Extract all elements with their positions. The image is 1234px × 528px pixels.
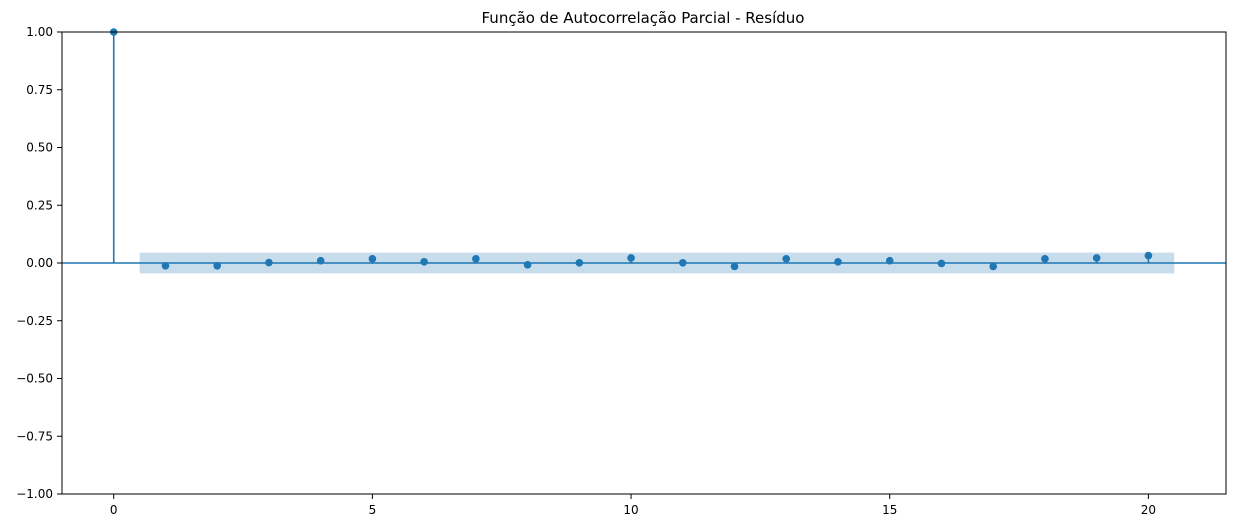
stem-marker-lag-5: [368, 255, 377, 263]
stem-marker-lag-17: [989, 262, 997, 271]
stem-marker-lag-14: [834, 258, 842, 266]
x-tick-label: 20: [1141, 503, 1156, 517]
stem-marker-lag-12: [730, 262, 739, 271]
stem-marker-lag-19: [1092, 254, 1101, 262]
y-tick-label: 1.00: [26, 25, 53, 39]
stem-marker-lag-6: [420, 258, 428, 266]
stem-marker-lag-15: [885, 256, 894, 265]
plot-frame: [61, 31, 1227, 495]
y-tick-label: −0.25: [16, 314, 53, 328]
axis-layer: 0 5 10 15 20 1.00 0.75 0.50 0.25 0.00 −0.25 −0.50 −0…: [16, 25, 1156, 517]
stem-marker-lag-10: [627, 254, 635, 262]
stem-marker-lag-9: [575, 258, 584, 267]
stem-marker-lag-4: [316, 256, 325, 265]
y-tick-label: −0.75: [16, 429, 53, 443]
x-tick-label: 0: [110, 503, 118, 517]
x-tick-label: 10: [623, 503, 638, 517]
stem-marker-lag-8: [523, 261, 532, 269]
stem-marker-lag-1: [161, 261, 170, 270]
stem-layer: [62, 28, 1226, 271]
stem-marker-lag-3: [265, 258, 273, 267]
x-tick-label: 15: [882, 503, 897, 517]
x-tick-label: 5: [369, 503, 377, 517]
y-tick-label: −1.00: [16, 487, 53, 501]
stem-marker-lag-11: [679, 258, 687, 267]
stem-marker-lag-18: [1041, 255, 1049, 263]
chart-title: Função de Autocorrelação Parcial - Resíd…: [482, 9, 805, 27]
y-tick-label: 0.75: [26, 83, 53, 97]
stem-marker-lag-20: [1144, 251, 1153, 260]
stem-marker-lag-2: [213, 261, 221, 270]
y-tick-label: 0.50: [26, 141, 53, 155]
y-tick-label: −0.50: [16, 372, 53, 386]
y-tick-label: 0.25: [26, 198, 53, 212]
y-tick-label: 0.00: [26, 256, 53, 270]
stem-marker-lag-16: [937, 259, 946, 268]
stem-marker-lag-13: [782, 255, 791, 263]
stem-marker-lag-7: [472, 255, 480, 263]
